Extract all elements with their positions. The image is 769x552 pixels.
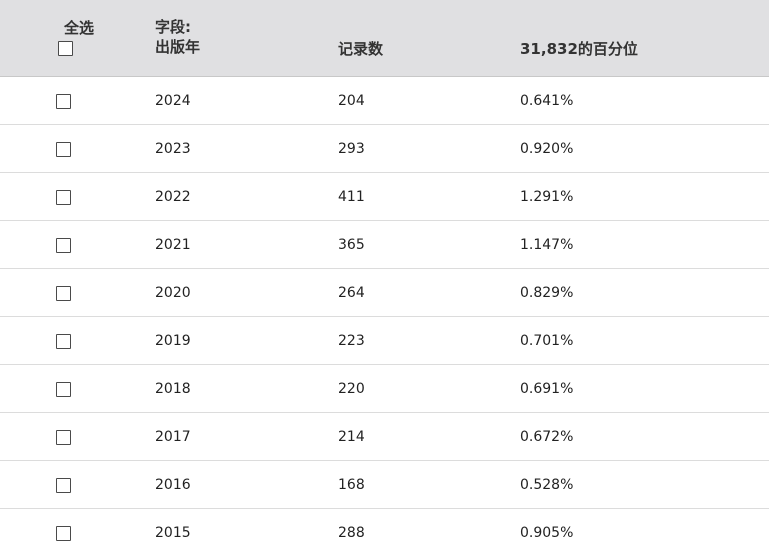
table-row: 2017 214 0.672% <box>0 413 769 461</box>
row-count: 223 <box>338 333 365 349</box>
field-name-label: 出版年 <box>155 38 201 56</box>
row-count: 220 <box>338 381 365 397</box>
row-year: 2022 <box>155 189 191 205</box>
row-checkbox[interactable] <box>56 142 71 157</box>
row-count: 204 <box>338 93 365 109</box>
row-checkbox-wrap <box>56 142 71 157</box>
row-year: 2024 <box>155 93 191 109</box>
table-row: 2024 204 0.641% <box>0 77 769 125</box>
table-row: 2023 293 0.920% <box>0 125 769 173</box>
row-count: 293 <box>338 141 365 157</box>
row-percent: 1.291% <box>520 189 574 205</box>
row-checkbox-wrap <box>56 382 71 397</box>
row-checkbox-wrap <box>56 190 71 205</box>
row-checkbox[interactable] <box>56 238 71 253</box>
row-checkbox-wrap <box>56 238 71 253</box>
row-percent: 0.701% <box>520 333 574 349</box>
row-percent: 1.147% <box>520 237 574 253</box>
row-checkbox[interactable] <box>56 526 71 541</box>
table-row: 2022 411 1.291% <box>0 173 769 221</box>
row-year: 2021 <box>155 237 191 253</box>
row-checkbox[interactable] <box>56 430 71 445</box>
row-percent: 0.672% <box>520 429 574 445</box>
row-year: 2015 <box>155 525 191 541</box>
select-all-label: 全选 <box>64 19 95 37</box>
row-checkbox[interactable] <box>56 334 71 349</box>
row-checkbox-wrap <box>56 478 71 493</box>
row-count: 365 <box>338 237 365 253</box>
row-checkbox-wrap <box>56 94 71 109</box>
field-column-header: 字段: 出版年 <box>155 17 200 57</box>
row-count: 214 <box>338 429 365 445</box>
row-percent: 0.691% <box>520 381 574 397</box>
row-checkbox-wrap <box>56 430 71 445</box>
table-row: 2021 365 1.147% <box>0 221 769 269</box>
row-count: 168 <box>338 477 365 493</box>
row-percent: 0.641% <box>520 93 574 109</box>
select-all-checkbox-wrap <box>58 41 73 56</box>
table-header: 全选 字段: 出版年 记录数 31,832的百分位 <box>0 0 769 77</box>
select-all-checkbox[interactable] <box>58 41 73 56</box>
row-percent: 0.829% <box>520 285 574 301</box>
table-body: 2024 204 0.641% 2023 293 0.920% 2022 411… <box>0 77 769 552</box>
row-count: 411 <box>338 189 365 205</box>
row-year: 2018 <box>155 381 191 397</box>
row-checkbox[interactable] <box>56 286 71 301</box>
row-checkbox[interactable] <box>56 190 71 205</box>
table-row: 2018 220 0.691% <box>0 365 769 413</box>
row-year: 2019 <box>155 333 191 349</box>
table-row: 2019 223 0.701% <box>0 317 769 365</box>
row-percent: 0.905% <box>520 525 574 541</box>
row-year: 2017 <box>155 429 191 445</box>
row-checkbox-wrap <box>56 286 71 301</box>
row-percent: 0.528% <box>520 477 574 493</box>
table-row: 2016 168 0.528% <box>0 461 769 509</box>
row-percent: 0.920% <box>520 141 574 157</box>
row-year: 2016 <box>155 477 191 493</box>
row-checkbox[interactable] <box>56 94 71 109</box>
percent-column-header: 31,832的百分位 <box>520 40 638 58</box>
row-count: 264 <box>338 285 365 301</box>
record-count-column-header: 记录数 <box>338 40 384 58</box>
table-row: 2020 264 0.829% <box>0 269 769 317</box>
row-year: 2020 <box>155 285 191 301</box>
row-checkbox[interactable] <box>56 478 71 493</box>
field-prefix-label: 字段: <box>155 18 191 36</box>
row-count: 288 <box>338 525 365 541</box>
row-checkbox-wrap <box>56 334 71 349</box>
row-checkbox[interactable] <box>56 382 71 397</box>
row-year: 2023 <box>155 141 191 157</box>
table-row: 2015 288 0.905% <box>0 509 769 552</box>
row-checkbox-wrap <box>56 526 71 541</box>
